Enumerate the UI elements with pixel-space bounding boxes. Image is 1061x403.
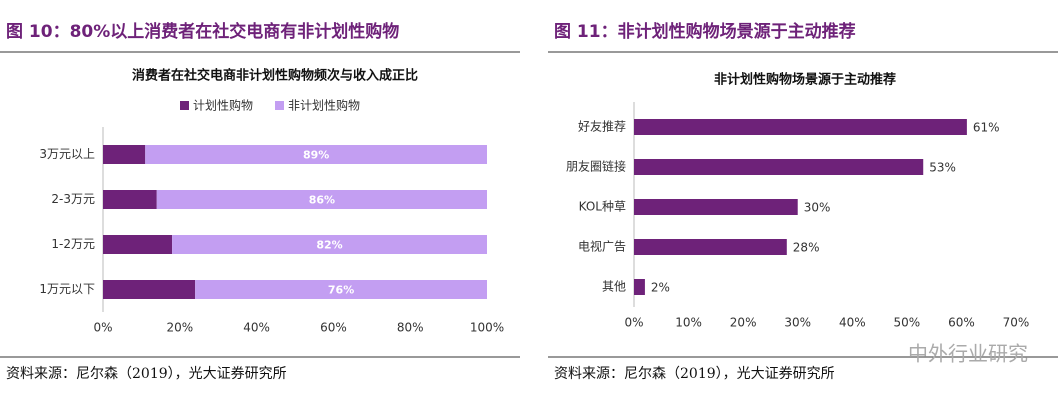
bar — [634, 239, 787, 255]
source: 资料来源：尼尔森（2019），光大证券研究所 — [6, 366, 287, 382]
bar-segment — [103, 280, 196, 299]
x-tick-label: 50% — [894, 316, 921, 330]
y-tick-label: 2-3万元 — [51, 192, 95, 206]
y-tick-label: 朋友圈链接 — [566, 159, 626, 174]
source: 资料来源：尼尔森（2019），光大证券研究所 — [554, 366, 835, 382]
figure-title: 图 11：非计划性购物场景源于主动推荐 — [554, 21, 856, 42]
value-label: 53% — [929, 161, 956, 175]
bar — [634, 199, 798, 215]
value-label: 76% — [328, 284, 354, 297]
value-label: 2% — [651, 281, 670, 295]
legend-label: 计划性购物 — [193, 98, 253, 113]
value-label: 86% — [309, 194, 335, 207]
value-label: 89% — [303, 149, 329, 162]
bar — [634, 119, 967, 135]
y-tick-label: 1万元以下 — [39, 282, 95, 296]
bar-segment — [156, 190, 487, 209]
bar-segment — [103, 235, 173, 254]
x-tick-label: 40% — [839, 316, 866, 330]
x-tick-label: 40% — [243, 321, 270, 335]
y-tick-label: 电视广告 — [578, 239, 626, 254]
bar — [634, 159, 924, 175]
x-tick-label: 20% — [166, 321, 193, 335]
legend-swatch — [275, 101, 284, 110]
y-tick-label: 1-2万元 — [51, 237, 95, 251]
bar-segment — [145, 145, 488, 164]
bar — [634, 279, 645, 295]
x-tick-label: 0% — [93, 321, 112, 335]
bar-segment — [103, 190, 157, 209]
watermark: 中外行业研究 — [908, 342, 1028, 366]
x-tick-label: 30% — [784, 316, 811, 330]
x-tick-label: 20% — [730, 316, 757, 330]
x-tick-label: 80% — [397, 321, 424, 335]
y-tick-label: 好友推荐 — [578, 120, 626, 134]
y-tick-label: 3万元以上 — [39, 147, 95, 161]
x-tick-label: 60% — [948, 316, 975, 330]
value-label: 28% — [793, 241, 820, 255]
y-tick-label: KOL种草 — [579, 200, 626, 214]
bar-segment — [103, 145, 146, 164]
chart-title: 非计划性购物场景源于主动推荐 — [714, 72, 896, 88]
bar-segment — [172, 235, 487, 254]
value-label: 61% — [973, 121, 1000, 135]
value-label: 82% — [316, 239, 342, 252]
y-tick-label: 其他 — [602, 280, 626, 294]
bar-segment — [195, 280, 487, 299]
x-tick-label: 60% — [320, 321, 347, 335]
legend-label: 非计划性购物 — [288, 98, 360, 113]
x-tick-label: 0% — [624, 316, 643, 330]
chart-title: 消费者在社交电商非计划性购物频次与收入成正比 — [132, 68, 418, 84]
figure-title: 图 10：80%以上消费者在社交电商有非计划性购物 — [6, 21, 399, 42]
x-tick-label: 100% — [470, 321, 504, 335]
x-tick-label: 70% — [1003, 316, 1030, 330]
value-label: 30% — [804, 201, 831, 215]
legend-swatch — [180, 101, 189, 110]
x-tick-label: 10% — [675, 316, 702, 330]
